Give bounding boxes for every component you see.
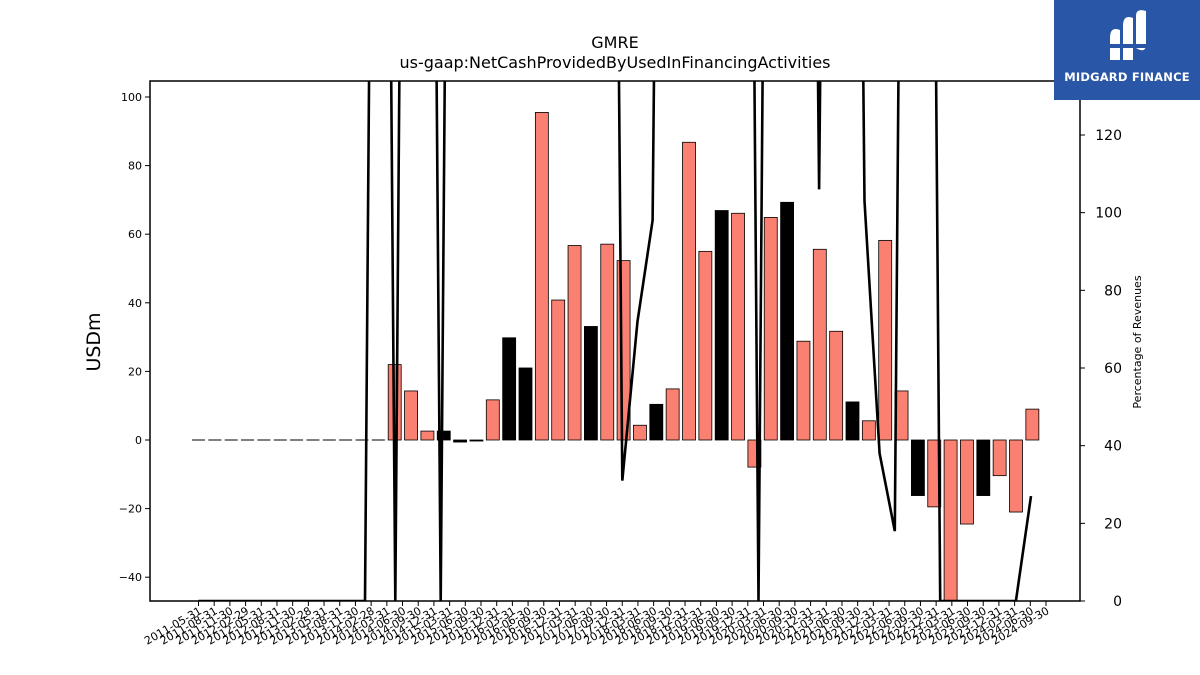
- bar: [829, 330, 844, 441]
- bar: [665, 388, 680, 441]
- y-tick-label: 0: [135, 434, 142, 447]
- plot-frame: [149, 80, 1081, 602]
- bar: [436, 430, 451, 441]
- bar: [485, 399, 500, 441]
- y-tick-label: 20: [128, 365, 142, 378]
- bar: [927, 439, 942, 508]
- bar: [698, 250, 713, 441]
- y2-tick-label: 40: [1104, 439, 1122, 455]
- bar: [404, 390, 418, 441]
- bars-group: [192, 112, 1040, 601]
- bar: [567, 245, 582, 441]
- y2-tick-label: 120: [1095, 128, 1122, 144]
- bar: [992, 439, 1007, 477]
- midgard-logo-icon: [1108, 10, 1148, 60]
- chart-title: GMRE: [591, 33, 638, 52]
- brand-name: MIDGARD FINANCE: [1064, 70, 1190, 84]
- bar: [1009, 439, 1023, 513]
- y-axis-label: USDm: [83, 312, 105, 371]
- y2-tick-label: 0: [1113, 594, 1122, 610]
- bar: [534, 112, 549, 441]
- y2-tick-label: 80: [1104, 283, 1122, 299]
- bar: [1025, 408, 1040, 441]
- bar: [911, 439, 925, 496]
- bar: [551, 299, 566, 441]
- bar: [420, 430, 435, 441]
- y2-tick-label: 20: [1104, 516, 1122, 532]
- bar: [469, 439, 484, 442]
- y-tick-label: 80: [128, 160, 142, 173]
- bar: [943, 439, 958, 601]
- bar: [600, 243, 615, 441]
- bar: [861, 420, 876, 441]
- bar: [633, 424, 647, 441]
- bar: [796, 340, 811, 441]
- y-tick-label: 100: [121, 91, 142, 104]
- bar: [780, 201, 794, 441]
- bar: [502, 337, 517, 441]
- bar: [649, 403, 664, 441]
- y2-axis-label: Percentage of Revenues: [1131, 275, 1144, 408]
- line-group: [198, 81, 1033, 601]
- bar: [731, 212, 745, 441]
- bar: [812, 248, 827, 441]
- chart-subtitle: us-gaap:NetCashProvidedByUsedInFinancing…: [399, 53, 830, 72]
- bar: [584, 326, 598, 441]
- bar: [453, 439, 468, 443]
- bar: [714, 210, 729, 441]
- bar: [960, 439, 974, 525]
- bar: [682, 141, 696, 441]
- bar: [878, 239, 893, 441]
- bar: [518, 367, 533, 441]
- bar: [845, 401, 860, 441]
- y-tick-label: 60: [128, 228, 142, 241]
- y-tick-label: −40: [119, 571, 142, 584]
- brand-logo: MIDGARD FINANCE: [1054, 0, 1200, 100]
- bar: [976, 439, 991, 496]
- y-tick-label: −20: [119, 503, 142, 516]
- y2-tick-label: 60: [1104, 361, 1122, 377]
- bar: [763, 216, 778, 441]
- percentage-line: [198, 81, 1033, 601]
- y-tick-label: 40: [128, 297, 142, 310]
- y2-tick-label: 100: [1095, 206, 1122, 222]
